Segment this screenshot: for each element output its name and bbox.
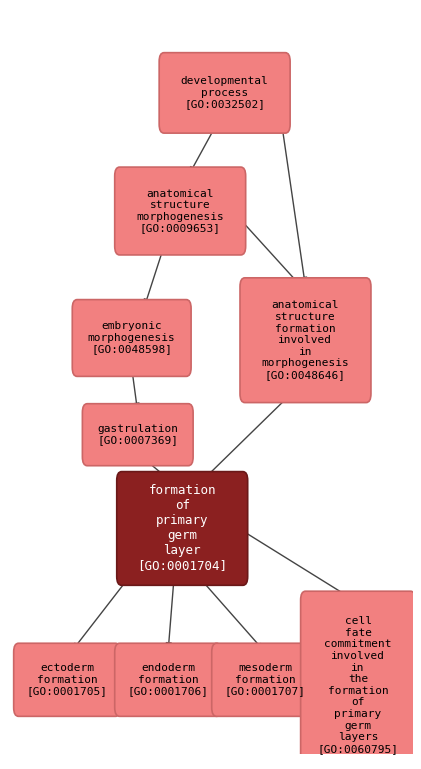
Text: anatomical
structure
formation
involved
in
morphogenesis
[GO:0048646]: anatomical structure formation involved … (261, 301, 349, 380)
FancyBboxPatch shape (117, 471, 248, 585)
FancyBboxPatch shape (115, 643, 221, 717)
FancyBboxPatch shape (115, 167, 246, 255)
Text: mesoderm
formation
[GO:0001707]: mesoderm formation [GO:0001707] (224, 663, 306, 697)
Text: cell
fate
commitment
involved
in
the
formation
of
primary
germ
layers
[GO:006079: cell fate commitment involved in the for… (317, 616, 399, 754)
Text: formation
of
primary
germ
layer
[GO:0001704]: formation of primary germ layer [GO:0001… (137, 484, 227, 572)
Text: embryonic
morphogenesis
[GO:0048598]: embryonic morphogenesis [GO:0048598] (88, 321, 176, 355)
FancyBboxPatch shape (212, 643, 318, 717)
FancyBboxPatch shape (13, 643, 120, 717)
Text: anatomical
structure
morphogenesis
[GO:0009653]: anatomical structure morphogenesis [GO:0… (136, 188, 224, 234)
Text: ectoderm
formation
[GO:0001705]: ectoderm formation [GO:0001705] (27, 663, 107, 697)
Text: gastrulation
[GO:0007369]: gastrulation [GO:0007369] (97, 424, 178, 445)
Text: endoderm
formation
[GO:0001706]: endoderm formation [GO:0001706] (128, 663, 208, 697)
FancyBboxPatch shape (72, 300, 191, 376)
FancyBboxPatch shape (83, 404, 193, 466)
FancyBboxPatch shape (301, 591, 416, 769)
FancyBboxPatch shape (159, 52, 290, 133)
Text: developmental
process
[GO:0032502]: developmental process [GO:0032502] (181, 76, 269, 109)
FancyBboxPatch shape (240, 278, 371, 403)
